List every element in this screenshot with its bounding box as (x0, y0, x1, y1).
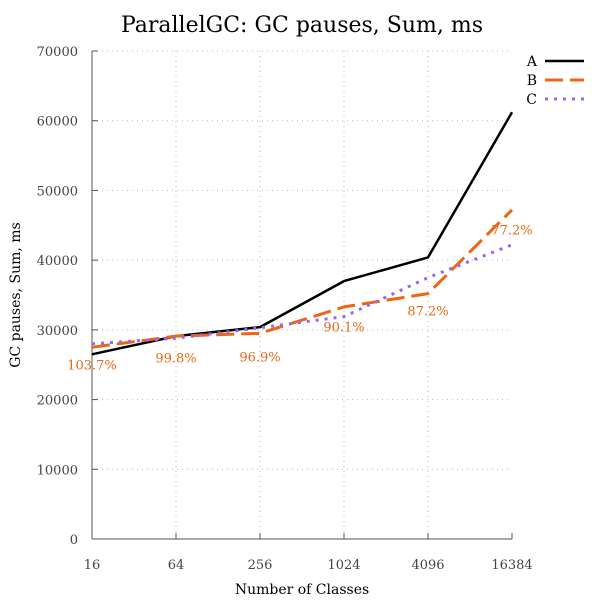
x-axis-label: Number of Classes (235, 582, 369, 598)
chart-title: ParallelGC: GC pauses, Sum, ms (121, 13, 483, 38)
data-label: 90.1% (323, 320, 364, 335)
axes (91, 50, 513, 540)
y-tick-label: 20000 (37, 394, 78, 409)
y-tick-label: 0 (70, 533, 78, 548)
x-tick-label: 256 (248, 558, 273, 573)
y-tick-label: 30000 (37, 324, 78, 339)
legend-label-c: C (526, 92, 537, 108)
x-tick-label: 4096 (411, 558, 444, 573)
y-tick-label: 60000 (37, 115, 78, 130)
data-label: 77.2% (491, 223, 532, 238)
y-tick-label: 50000 (37, 184, 78, 199)
x-axis-ticks: 16 64 256 1024 4096 16384 (84, 558, 533, 573)
series-line-c (91, 243, 513, 346)
series-layer (91, 111, 514, 356)
legend-label-a: A (526, 54, 538, 70)
legend-label-b: B (527, 73, 537, 89)
y-tick-label: 40000 (37, 254, 78, 269)
series-line-b (91, 208, 514, 349)
y-tick-label: 70000 (37, 45, 78, 60)
data-label: 87.2% (407, 304, 448, 319)
y-axis-label: GC pauses, Sum, ms (8, 222, 24, 367)
legend: ABC (526, 54, 584, 108)
series-line-a (91, 111, 514, 356)
y-axis-ticks: 0 10000 20000 30000 40000 50000 60000 70000 (37, 45, 78, 548)
data-label: 99.8% (155, 352, 196, 367)
annotations: 103.7% 99.8% 96.9% 90.1% 87.2% 77.2% (67, 223, 532, 373)
x-tick-label: 64 (168, 558, 185, 573)
grid (92, 50, 512, 539)
data-label: 103.7% (67, 359, 117, 374)
x-tick-label: 1024 (327, 558, 360, 573)
y-tick-label: 10000 (37, 463, 78, 478)
x-tick-label: 16 (84, 558, 101, 573)
data-label: 96.9% (239, 350, 280, 365)
x-tick-label: 16384 (491, 558, 532, 573)
